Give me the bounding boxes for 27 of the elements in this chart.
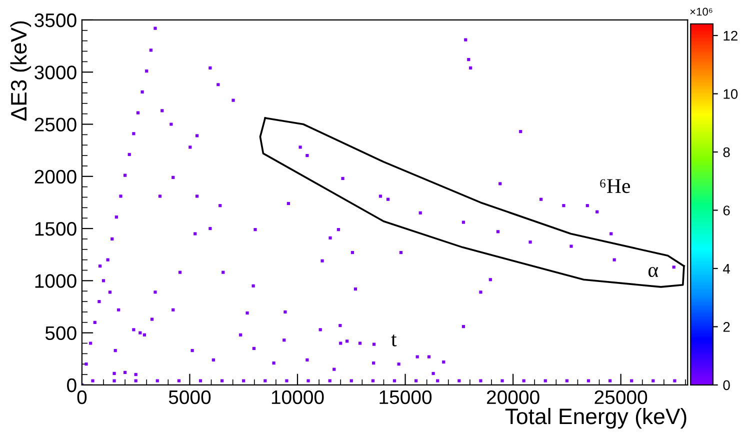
color-bar-label: 6: [723, 206, 730, 216]
y-tick-label: 500: [45, 326, 76, 340]
x-tick-label: 0: [77, 390, 87, 404]
y-tick-label: 3500: [34, 13, 76, 28]
x-tick-label: 10000: [272, 390, 324, 404]
color-bar-label: 12: [724, 30, 738, 41]
x-axis-title: Total Energy (keV): [505, 408, 686, 429]
x-tick-label: 25000: [594, 390, 648, 404]
color-bar-label: 10: [724, 89, 738, 99]
annotation: α: [648, 266, 658, 278]
y-tick-label: 3000: [34, 66, 76, 80]
color-bar-label: 8: [723, 147, 730, 158]
y-axis-title: ΔE3 (keV): [10, 21, 32, 121]
color-bar-label: 2: [723, 322, 730, 332]
x-tick-label: 15000: [380, 390, 432, 404]
annotation: t: [391, 334, 397, 346]
y-tick-label: 1000: [35, 274, 76, 288]
y-tick-label: 2500: [34, 118, 76, 132]
annotation: ⁶He: [600, 179, 630, 194]
x-tick-label: 20000: [486, 390, 540, 404]
color-bar-title: ×10⁶: [690, 8, 712, 16]
color-bar-label: 4: [723, 264, 730, 274]
y-tick-label: 2000: [34, 170, 76, 184]
x-tick-label: 5000: [168, 390, 211, 404]
color-bar-label: 0: [723, 380, 730, 390]
y-tick-label: 0: [67, 378, 76, 392]
y-tick-label: 1500: [35, 222, 76, 236]
